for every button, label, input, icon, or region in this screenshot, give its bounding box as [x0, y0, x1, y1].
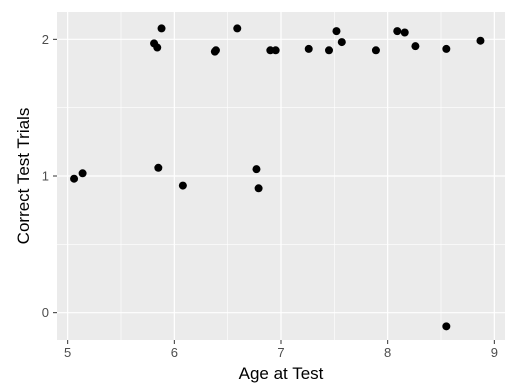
x-tick-label: 7	[277, 345, 284, 360]
y-tick-label: 2	[42, 32, 49, 47]
data-point	[337, 38, 346, 47]
data-point	[411, 42, 420, 51]
data-point	[157, 24, 166, 33]
x-tick-label: 5	[64, 345, 71, 360]
x-tick-label: 9	[491, 345, 498, 360]
x-axis-ticks: 5 6 7 8 9	[64, 340, 498, 360]
data-point	[442, 322, 451, 331]
data-point	[178, 181, 187, 190]
data-point	[153, 43, 162, 52]
data-point	[233, 24, 242, 33]
x-tick-label: 6	[171, 345, 178, 360]
data-point	[271, 46, 280, 55]
data-point	[254, 184, 263, 193]
x-axis-title: Age at Test	[239, 364, 324, 383]
data-point	[393, 27, 402, 36]
data-point	[78, 169, 87, 178]
y-axis-title: Correct Test Trials	[14, 108, 33, 245]
data-points	[70, 24, 485, 331]
data-point	[371, 46, 380, 55]
data-point	[400, 28, 409, 37]
data-point	[70, 174, 79, 183]
data-point	[442, 44, 451, 53]
data-point	[252, 165, 261, 174]
data-point	[154, 163, 163, 172]
x-tick-label: 8	[384, 345, 391, 360]
data-point	[332, 27, 341, 36]
y-tick-label: 0	[42, 305, 49, 320]
y-axis-ticks: 0 1 2	[42, 32, 57, 320]
data-point	[211, 46, 220, 55]
data-point	[325, 46, 333, 55]
data-point	[304, 44, 313, 53]
data-point	[476, 36, 485, 45]
y-tick-label: 1	[42, 169, 49, 184]
grid-major	[57, 12, 505, 340]
